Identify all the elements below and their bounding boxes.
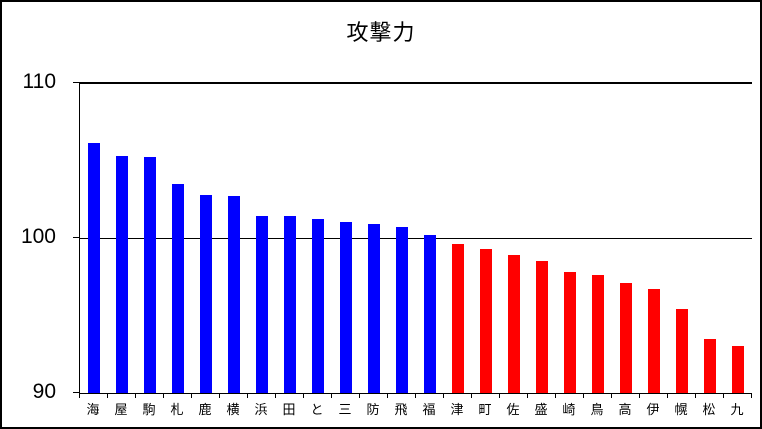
x-label-幌: 幌 — [674, 402, 688, 417]
x-tick — [163, 393, 164, 398]
x-label-盛: 盛 — [534, 402, 548, 417]
x-tick — [471, 393, 472, 398]
y-tick-110 — [73, 82, 79, 83]
y-tick-90 — [73, 392, 79, 393]
x-label-佐: 佐 — [506, 402, 520, 417]
bar-幌 — [676, 309, 688, 393]
x-tick — [555, 393, 556, 398]
gridline-100 — [80, 238, 752, 239]
bar-盛 — [536, 261, 548, 393]
x-label-海: 海 — [86, 402, 100, 417]
bar-鹿 — [200, 195, 212, 393]
bar-と — [312, 219, 324, 393]
x-label-九: 九 — [730, 402, 744, 417]
bar-防 — [368, 224, 380, 393]
x-tick — [667, 393, 668, 398]
gridline-110 — [80, 83, 752, 84]
bar-高 — [620, 283, 632, 393]
x-label-横: 横 — [226, 402, 240, 417]
x-label-飛: 飛 — [394, 402, 408, 417]
x-tick — [387, 393, 388, 398]
plot-area — [79, 82, 752, 394]
bar-横 — [228, 196, 240, 393]
y-tick-label-110: 110 — [22, 70, 56, 93]
x-label-駒: 駒 — [142, 402, 156, 417]
bar-浜 — [256, 216, 268, 393]
bar-崎 — [564, 272, 576, 393]
bar-駒 — [144, 157, 156, 393]
x-label-札: 札 — [170, 402, 184, 417]
x-label-高: 高 — [618, 402, 632, 417]
x-label-三: 三 — [338, 402, 352, 417]
bar-松 — [704, 339, 716, 393]
x-tick — [275, 393, 276, 398]
y-tick-label-90: 90 — [32, 380, 56, 403]
bar-鳥 — [592, 275, 604, 393]
x-label-田: 田 — [282, 402, 296, 417]
x-tick — [135, 393, 136, 398]
x-label-津: 津 — [450, 402, 464, 417]
x-tick — [219, 393, 220, 398]
x-tick — [695, 393, 696, 398]
gridline-90 — [80, 393, 752, 394]
bar-九 — [732, 346, 744, 393]
x-tick — [191, 393, 192, 398]
bar-津 — [452, 244, 464, 393]
x-axis-ticks — [79, 393, 752, 398]
x-tick — [107, 393, 108, 398]
x-tick — [79, 393, 80, 398]
bar-町 — [480, 249, 492, 393]
x-tick — [751, 393, 752, 398]
x-tick — [443, 393, 444, 398]
x-tick — [611, 393, 612, 398]
y-tick-label-100: 100 — [20, 225, 56, 248]
x-tick — [303, 393, 304, 398]
bar-海 — [88, 143, 100, 393]
x-tick — [247, 393, 248, 398]
x-tick — [359, 393, 360, 398]
x-label-町: 町 — [478, 402, 492, 417]
bar-屋 — [116, 156, 128, 393]
x-label-伊: 伊 — [646, 402, 660, 417]
x-tick — [583, 393, 584, 398]
x-tick — [639, 393, 640, 398]
bar-福 — [424, 235, 436, 393]
x-tick — [723, 393, 724, 398]
x-axis-labels: 海屋駒札鹿横浜田と三防飛福津町佐盛崎鳥高伊幌松九 — [79, 399, 751, 417]
bar-飛 — [396, 227, 408, 393]
bar-田 — [284, 216, 296, 393]
x-label-福: 福 — [422, 402, 436, 417]
bar-佐 — [508, 255, 520, 393]
chart-title: 攻撃力 — [346, 20, 416, 45]
bar-三 — [340, 222, 352, 393]
y-tick-100 — [73, 237, 79, 238]
x-label-松: 松 — [702, 402, 716, 417]
x-label-鳥: 鳥 — [590, 402, 604, 417]
x-label-浜: 浜 — [254, 402, 268, 417]
x-tick — [527, 393, 528, 398]
bar-札 — [172, 184, 184, 393]
x-label-防: 防 — [366, 402, 380, 417]
x-label-鹿: 鹿 — [198, 402, 212, 417]
x-label-と: と — [310, 402, 324, 417]
x-tick — [331, 393, 332, 398]
bar-伊 — [648, 289, 660, 393]
x-tick — [415, 393, 416, 398]
x-tick — [499, 393, 500, 398]
x-label-崎: 崎 — [562, 402, 576, 417]
x-label-屋: 屋 — [114, 402, 128, 417]
